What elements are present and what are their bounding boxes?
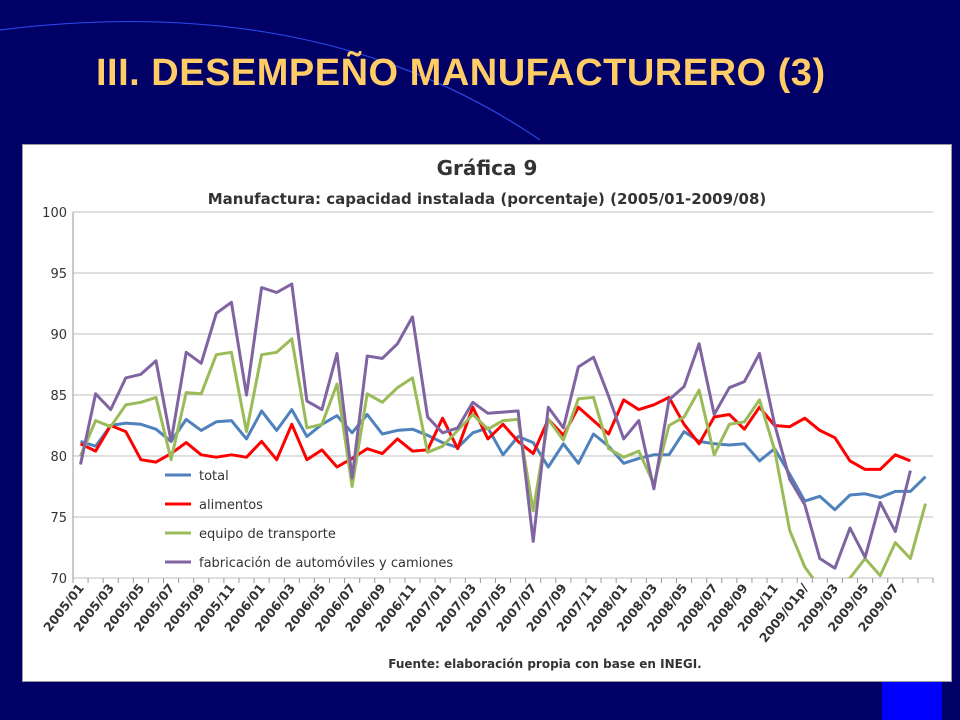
y-tick-label: 75	[50, 511, 67, 526]
legend-label: total	[199, 469, 229, 484]
legend-label: equipo de transporte	[199, 527, 336, 542]
x-axis: 2005/012005/032005/052005/072005/092005/…	[40, 578, 934, 645]
y-axis: 70 75 80 85 90 95 100	[42, 206, 74, 587]
series-line-1	[79, 395, 911, 471]
chart-subtitle: Manufactura: capacidad instalada (porcen…	[208, 190, 767, 208]
legend-label: fabricación de automóviles y camiones	[199, 556, 453, 571]
legend-label: alimentos	[199, 498, 263, 513]
chart-panel: Gráfica 9 Manufactura: capacidad instala…	[22, 144, 952, 682]
y-tick-label: 85	[50, 389, 67, 404]
y-tick-label: 80	[50, 450, 67, 465]
legend: total alimentos equipo de transporte fabric…	[165, 469, 453, 571]
chart-source: Fuente: elaboración propia con base en I…	[388, 657, 701, 671]
line-chart: Gráfica 9 Manufactura: capacidad instala…	[40, 156, 934, 671]
y-tick-label: 95	[50, 267, 67, 282]
series-lines	[79, 282, 927, 578]
y-tick-label: 90	[50, 328, 67, 343]
y-tick-label: 100	[42, 206, 67, 221]
slide-title: III. DESEMPEÑO MANUFACTURERO (3)	[96, 52, 826, 94]
y-tick-label: 70	[50, 572, 67, 587]
chart-title: Gráfica 9	[437, 156, 538, 180]
series-line-2	[79, 337, 927, 578]
series-line-3	[79, 282, 912, 570]
